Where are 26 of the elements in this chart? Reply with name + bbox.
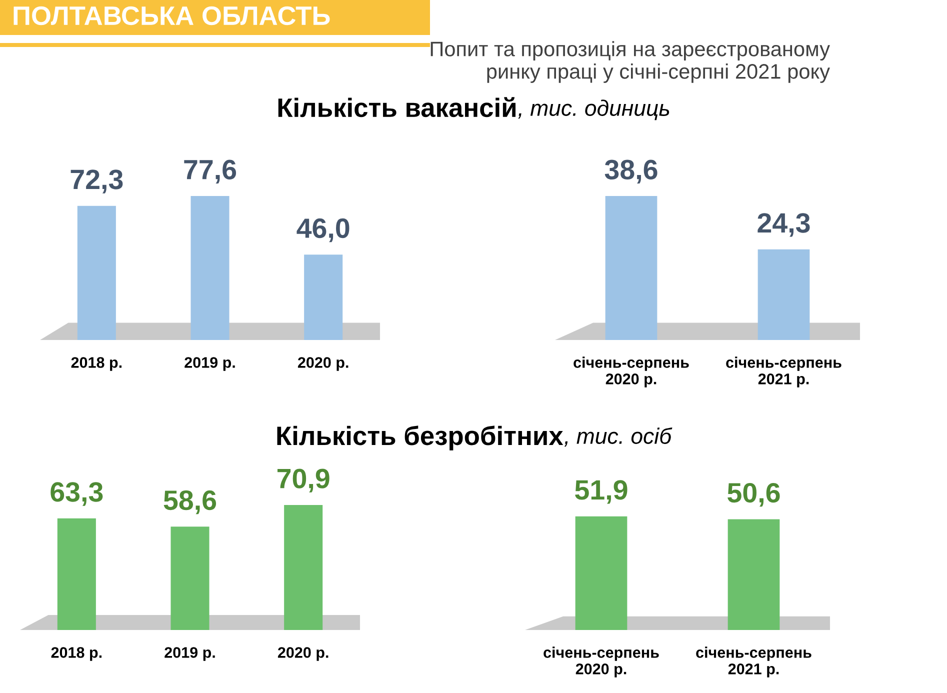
data-label: 51,9: [575, 480, 628, 504]
data-label: 63,3: [50, 482, 103, 506]
chart-subtitle: , тис. одиниць: [518, 100, 670, 120]
data-label: 46,0: [296, 218, 350, 242]
x-tick-label: 2019 р.: [184, 357, 235, 371]
x-tick-label: січень-серпень 2021 р.: [696, 646, 812, 678]
data-label: 50,6: [728, 482, 780, 507]
data-label: 72,3: [70, 170, 123, 194]
x-tick-label: січень-серпень 2020 р.: [574, 356, 689, 388]
text: Попит та пропозиція на зареєстрованому ринку праці у січні-серпні 2021 року: [430, 41, 830, 83]
x-tick-label: 2020 р.: [298, 357, 348, 371]
data-label: 24,3: [758, 213, 810, 237]
chart-title: Кількість вакансій: [278, 97, 516, 118]
x-tick-label: 2020 р.: [278, 647, 328, 661]
data-label: 58,6: [164, 490, 216, 514]
x-tick-label: 2018 р.: [51, 647, 102, 661]
text: ПОЛТАВСЬКА ОБЛАСТЬ: [14, 6, 330, 26]
data-label: 77,6: [184, 160, 236, 184]
chart-title: Кількість безробітних: [277, 426, 564, 450]
x-tick-label: січень-серпень 2020 р.: [544, 646, 659, 678]
x-tick-label: січень-серпень 2021 р.: [726, 356, 842, 388]
chart-subtitle: , тис. осіб: [564, 427, 672, 447]
data-label: 38,6: [604, 160, 658, 184]
x-tick-label: 2018 р.: [71, 357, 122, 371]
x-tick-label: 2019 р.: [164, 647, 215, 661]
data-label: 70,9: [278, 468, 330, 492]
